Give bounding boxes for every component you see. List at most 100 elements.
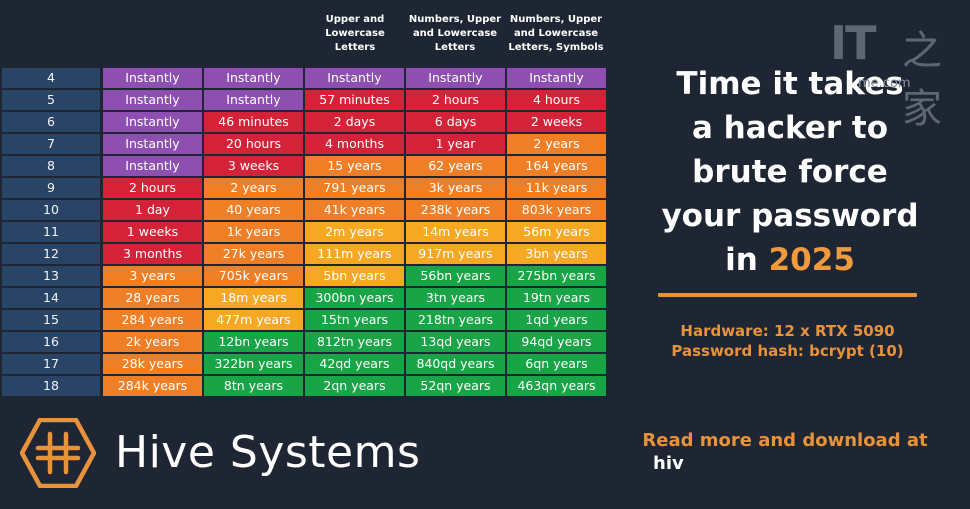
time-cell: 2k years [103,332,202,352]
password-length-cell: 5 [2,90,100,110]
password-length-cell: 16 [2,332,100,352]
time-cell: 46 minutes [204,112,303,132]
watermark-cjk: 之家 [902,28,942,132]
hash-annotation: Password hash: bcrypt (10) [671,342,904,360]
time-cell: 28k years [103,354,202,374]
time-cell: 3bn years [507,244,606,264]
time-cell: 840qd years [406,354,505,374]
time-cell: 322bn years [204,354,303,374]
time-cell: 2 hours [103,178,202,198]
title-year: 2025 [768,242,855,278]
time-cell: 3k years [406,178,505,198]
table-row: 16 2k years 12bn years 812tn years 13qd year… [0,332,610,352]
time-cell: 2 days [305,112,404,132]
time-cell: 12bn years [204,332,303,352]
time-cell: 3tn years [406,288,505,308]
title-line-1: Time it takes [676,66,904,102]
table-row: 11 1 weeks 1k years 2m years 14m years 56m ye… [0,222,610,242]
time-cell: 284k years [103,376,202,396]
table-row: 8 Instantly 3 weeks 15 years 62 years 164 yea… [0,156,610,176]
column-header-numbers-upper-lower-symbols: Numbers, Upper and Lowercase Letters, Sy… [508,14,604,53]
time-cell: 52qn years [406,376,505,396]
time-cell: 3 weeks [204,156,303,176]
read-more-text: Read more and download at [642,430,928,451]
time-cell: 62 years [406,156,505,176]
password-length-cell: 6 [2,112,100,132]
time-cell: 3 years [103,266,202,286]
title-line-2: a hacker to [691,110,889,146]
time-cell: 57 minutes [305,90,404,110]
table-row: 12 3 months 27k years 111m years 917m years 3… [0,244,610,264]
time-cell: 15tn years [305,310,404,330]
time-cell: 2m years [305,222,404,242]
password-length-cell: 14 [2,288,100,308]
chart-title: Time it takes a hacker to brute force yo… [640,62,940,282]
time-cell: Instantly [103,112,202,132]
time-cell: 28 years [103,288,202,308]
time-cell: Instantly [103,90,202,110]
title-in: in [725,242,758,278]
password-length-cell: 17 [2,354,100,374]
password-length-cell: 10 [2,200,100,220]
password-length-cell: 11 [2,222,100,242]
time-cell: 94qd years [507,332,606,352]
time-cell: 2 hours [406,90,505,110]
time-cell: 238k years [406,200,505,220]
password-length-cell: 13 [2,266,100,286]
password-length-cell: 18 [2,376,100,396]
time-cell: Instantly [103,156,202,176]
hardware-annotation: Hardware: 12 x RTX 5090 [680,322,895,340]
time-cell: 20 hours [204,134,303,154]
time-cell: Instantly [204,90,303,110]
column-header-numbers-upper-lower: Numbers, Upper and Lowercase Letters [408,14,502,53]
time-cell: 218tn years [406,310,505,330]
time-cell: 13qd years [406,332,505,352]
time-cell: 1 year [406,134,505,154]
time-cell: 111m years [305,244,404,264]
table-row: 18 284k years 8tn years 2qn years 52qn years… [0,376,610,396]
time-cell: 2 years [507,134,606,154]
time-cell: 41k years [305,200,404,220]
time-cell: 15 years [305,156,404,176]
table-row: 10 1 day 40 years 41k years 238k years 803k y… [0,200,610,220]
time-cell: 284 years [103,310,202,330]
time-cell: 6 days [406,112,505,132]
time-cell: Instantly [406,68,505,88]
read-more-link[interactable]: hiv [653,453,684,473]
table-row: 6 Instantly 46 minutes 2 days 6 days 2 weeks [0,112,610,132]
time-cell: 14m years [406,222,505,242]
password-length-cell: 8 [2,156,100,176]
column-headers: Upper and Lowercase Letters Numbers, Upp… [0,0,610,66]
table-row: 14 28 years 18m years 300bn years 3tn years 1… [0,288,610,308]
time-cell: Instantly [103,134,202,154]
table-row: 7 Instantly 20 hours 4 months 1 year 2 years [0,134,610,154]
time-cell: 2 years [204,178,303,198]
time-cell: 4 months [305,134,404,154]
brand-name: Hive Systems [115,427,421,478]
time-cell: 6qn years [507,354,606,374]
table-row: 13 3 years 705k years 5bn years 56bn years 27… [0,266,610,286]
title-line-3: brute force [692,154,888,190]
time-cell: 917m years [406,244,505,264]
time-cell: 8tn years [204,376,303,396]
password-length-cell: 15 [2,310,100,330]
time-cell: 705k years [204,266,303,286]
table-row: 15 284 years 477m years 15tn years 218tn yea… [0,310,610,330]
table-row: 17 28k years 322bn years 42qd years 840qd ye… [0,354,610,374]
title-divider [658,293,917,297]
time-cell: 42qd years [305,354,404,374]
watermark-site: me.com [858,76,911,91]
time-cell: 803k years [507,200,606,220]
time-cell: 791 years [305,178,404,198]
time-cell: 4 hours [507,90,606,110]
time-cell: 56m years [507,222,606,242]
time-cell: 5bn years [305,266,404,286]
title-line-4: your password [661,198,919,234]
time-cell: 463qn years [507,376,606,396]
time-cell: 1k years [204,222,303,242]
password-length-cell: 12 [2,244,100,264]
time-cell: Instantly [204,68,303,88]
time-cell: 1 weeks [103,222,202,242]
password-length-cell: 7 [2,134,100,154]
